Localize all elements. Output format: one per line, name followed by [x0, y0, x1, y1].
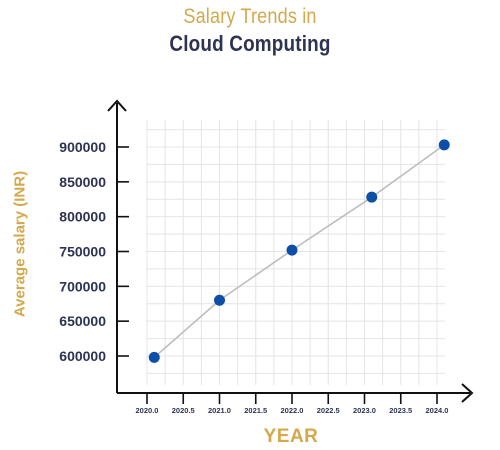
y-axis-arrow	[107, 99, 127, 112]
y-tick-label: 600000	[59, 348, 106, 364]
x-tick-label: 2023.0	[353, 406, 376, 415]
y-tick-label: 650000	[59, 313, 106, 329]
series-layer	[148, 139, 450, 363]
x-tick-label: 2022.5	[317, 406, 340, 415]
chart-subtitle: Cloud Computing	[169, 31, 331, 56]
y-tick-label: 900000	[59, 139, 106, 155]
data-point	[214, 294, 225, 306]
y-tick-label: 750000	[59, 244, 106, 260]
x-tick-label: 2023.5	[389, 406, 412, 415]
x-tick-label: 2020.0	[136, 406, 159, 415]
x-tick-label: 2024.0	[426, 406, 449, 415]
y-tick-label: 850000	[59, 174, 106, 190]
y-tick-label: 700000	[59, 278, 106, 294]
tick-layer: 600000 650000 700000 750000 800000 850000 9000…	[59, 139, 448, 415]
x-tick-label: 2021.0	[208, 406, 231, 415]
data-point	[286, 244, 298, 256]
data-point	[438, 139, 450, 151]
axis-layer	[107, 99, 474, 403]
x-axis-label: YEAR	[263, 426, 319, 447]
y-tick-label: 800000	[59, 209, 106, 225]
data-point	[148, 351, 160, 363]
x-tick-label: 2021.5	[244, 406, 267, 415]
data-point	[366, 191, 378, 203]
x-tick-label: 2020.5	[172, 406, 195, 415]
chart-title: Salary Trends in	[183, 5, 317, 28]
grid-layer	[146, 120, 445, 385]
x-axis-arrow	[461, 383, 474, 403]
x-tick-label: 2022.0	[281, 406, 304, 415]
chart-title-block: Salary Trends in Cloud Computing	[0, 4, 500, 58]
